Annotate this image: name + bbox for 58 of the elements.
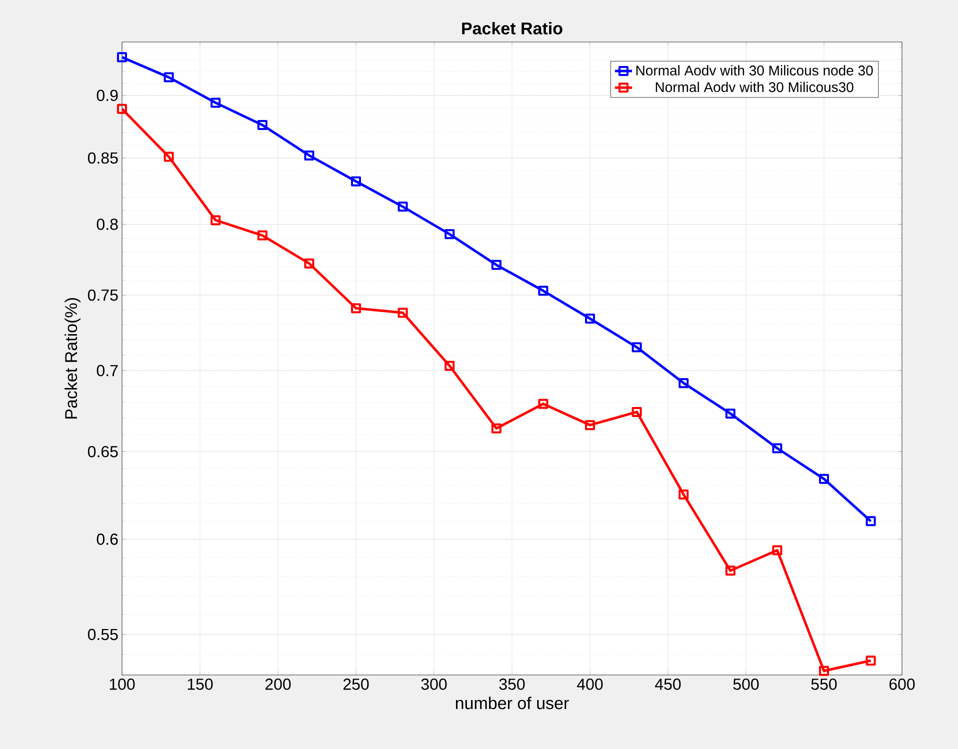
point	[491, 423, 502, 434]
legend-label: Normal Aodv with 30 Milicous30	[656, 82, 854, 92]
point	[632, 406, 642, 417]
point	[866, 656, 876, 666]
point	[491, 260, 502, 270]
point	[351, 176, 362, 186]
point	[444, 360, 455, 371]
x-tick-label: 150	[188, 678, 213, 690]
point	[398, 308, 408, 318]
point	[398, 202, 408, 212]
y-tick-label: 0.55	[88, 628, 118, 640]
x-tick-label: 400	[577, 678, 603, 690]
x-tick-label: 450	[655, 678, 681, 690]
point	[819, 474, 829, 484]
point	[725, 566, 736, 576]
point	[678, 378, 689, 388]
point	[304, 258, 314, 268]
point	[866, 516, 876, 526]
point	[257, 230, 268, 240]
y-tick-label: 0.9	[96, 90, 118, 102]
point	[538, 286, 548, 296]
x-tick-label: 600	[889, 678, 915, 690]
point	[164, 152, 174, 162]
point	[304, 150, 314, 160]
y-tick-label: 0.65	[88, 446, 118, 458]
y-tick-label: 0.8	[96, 218, 118, 230]
point	[257, 120, 268, 130]
x-tick-label: 100	[110, 678, 135, 690]
point	[444, 229, 455, 240]
point	[772, 545, 782, 556]
y-tick-label: 0.75	[88, 289, 118, 301]
point	[538, 398, 548, 409]
point	[772, 443, 782, 454]
x-tick-label: 350	[499, 678, 525, 690]
y-axis-title: Packet Ratio(%)	[64, 298, 80, 419]
y-tick-label: 0.6	[96, 534, 118, 545]
x-tick-label: 550	[811, 678, 837, 690]
point	[819, 666, 829, 676]
x-tick-label: 300	[421, 678, 447, 690]
point	[210, 215, 221, 226]
point	[725, 408, 736, 419]
point	[164, 72, 174, 82]
point	[117, 52, 128, 62]
y-tick-label: 0.85	[88, 152, 118, 164]
y-tick-label: 0.7	[96, 364, 118, 376]
point	[585, 314, 596, 324]
x-axis-title: number of user	[456, 696, 569, 710]
point	[678, 490, 689, 500]
legend-label: Normal Aodv with 30 Milicous node 30	[636, 65, 873, 76]
x-tick-label: 500	[733, 678, 759, 690]
point	[632, 342, 642, 352]
x-tick-label: 200	[265, 678, 291, 690]
point	[585, 420, 596, 430]
chart-title: Packet Ratio	[462, 22, 562, 34]
point	[351, 303, 362, 314]
point	[117, 104, 128, 114]
x-tick-label: 250	[343, 678, 369, 690]
point	[210, 98, 221, 108]
